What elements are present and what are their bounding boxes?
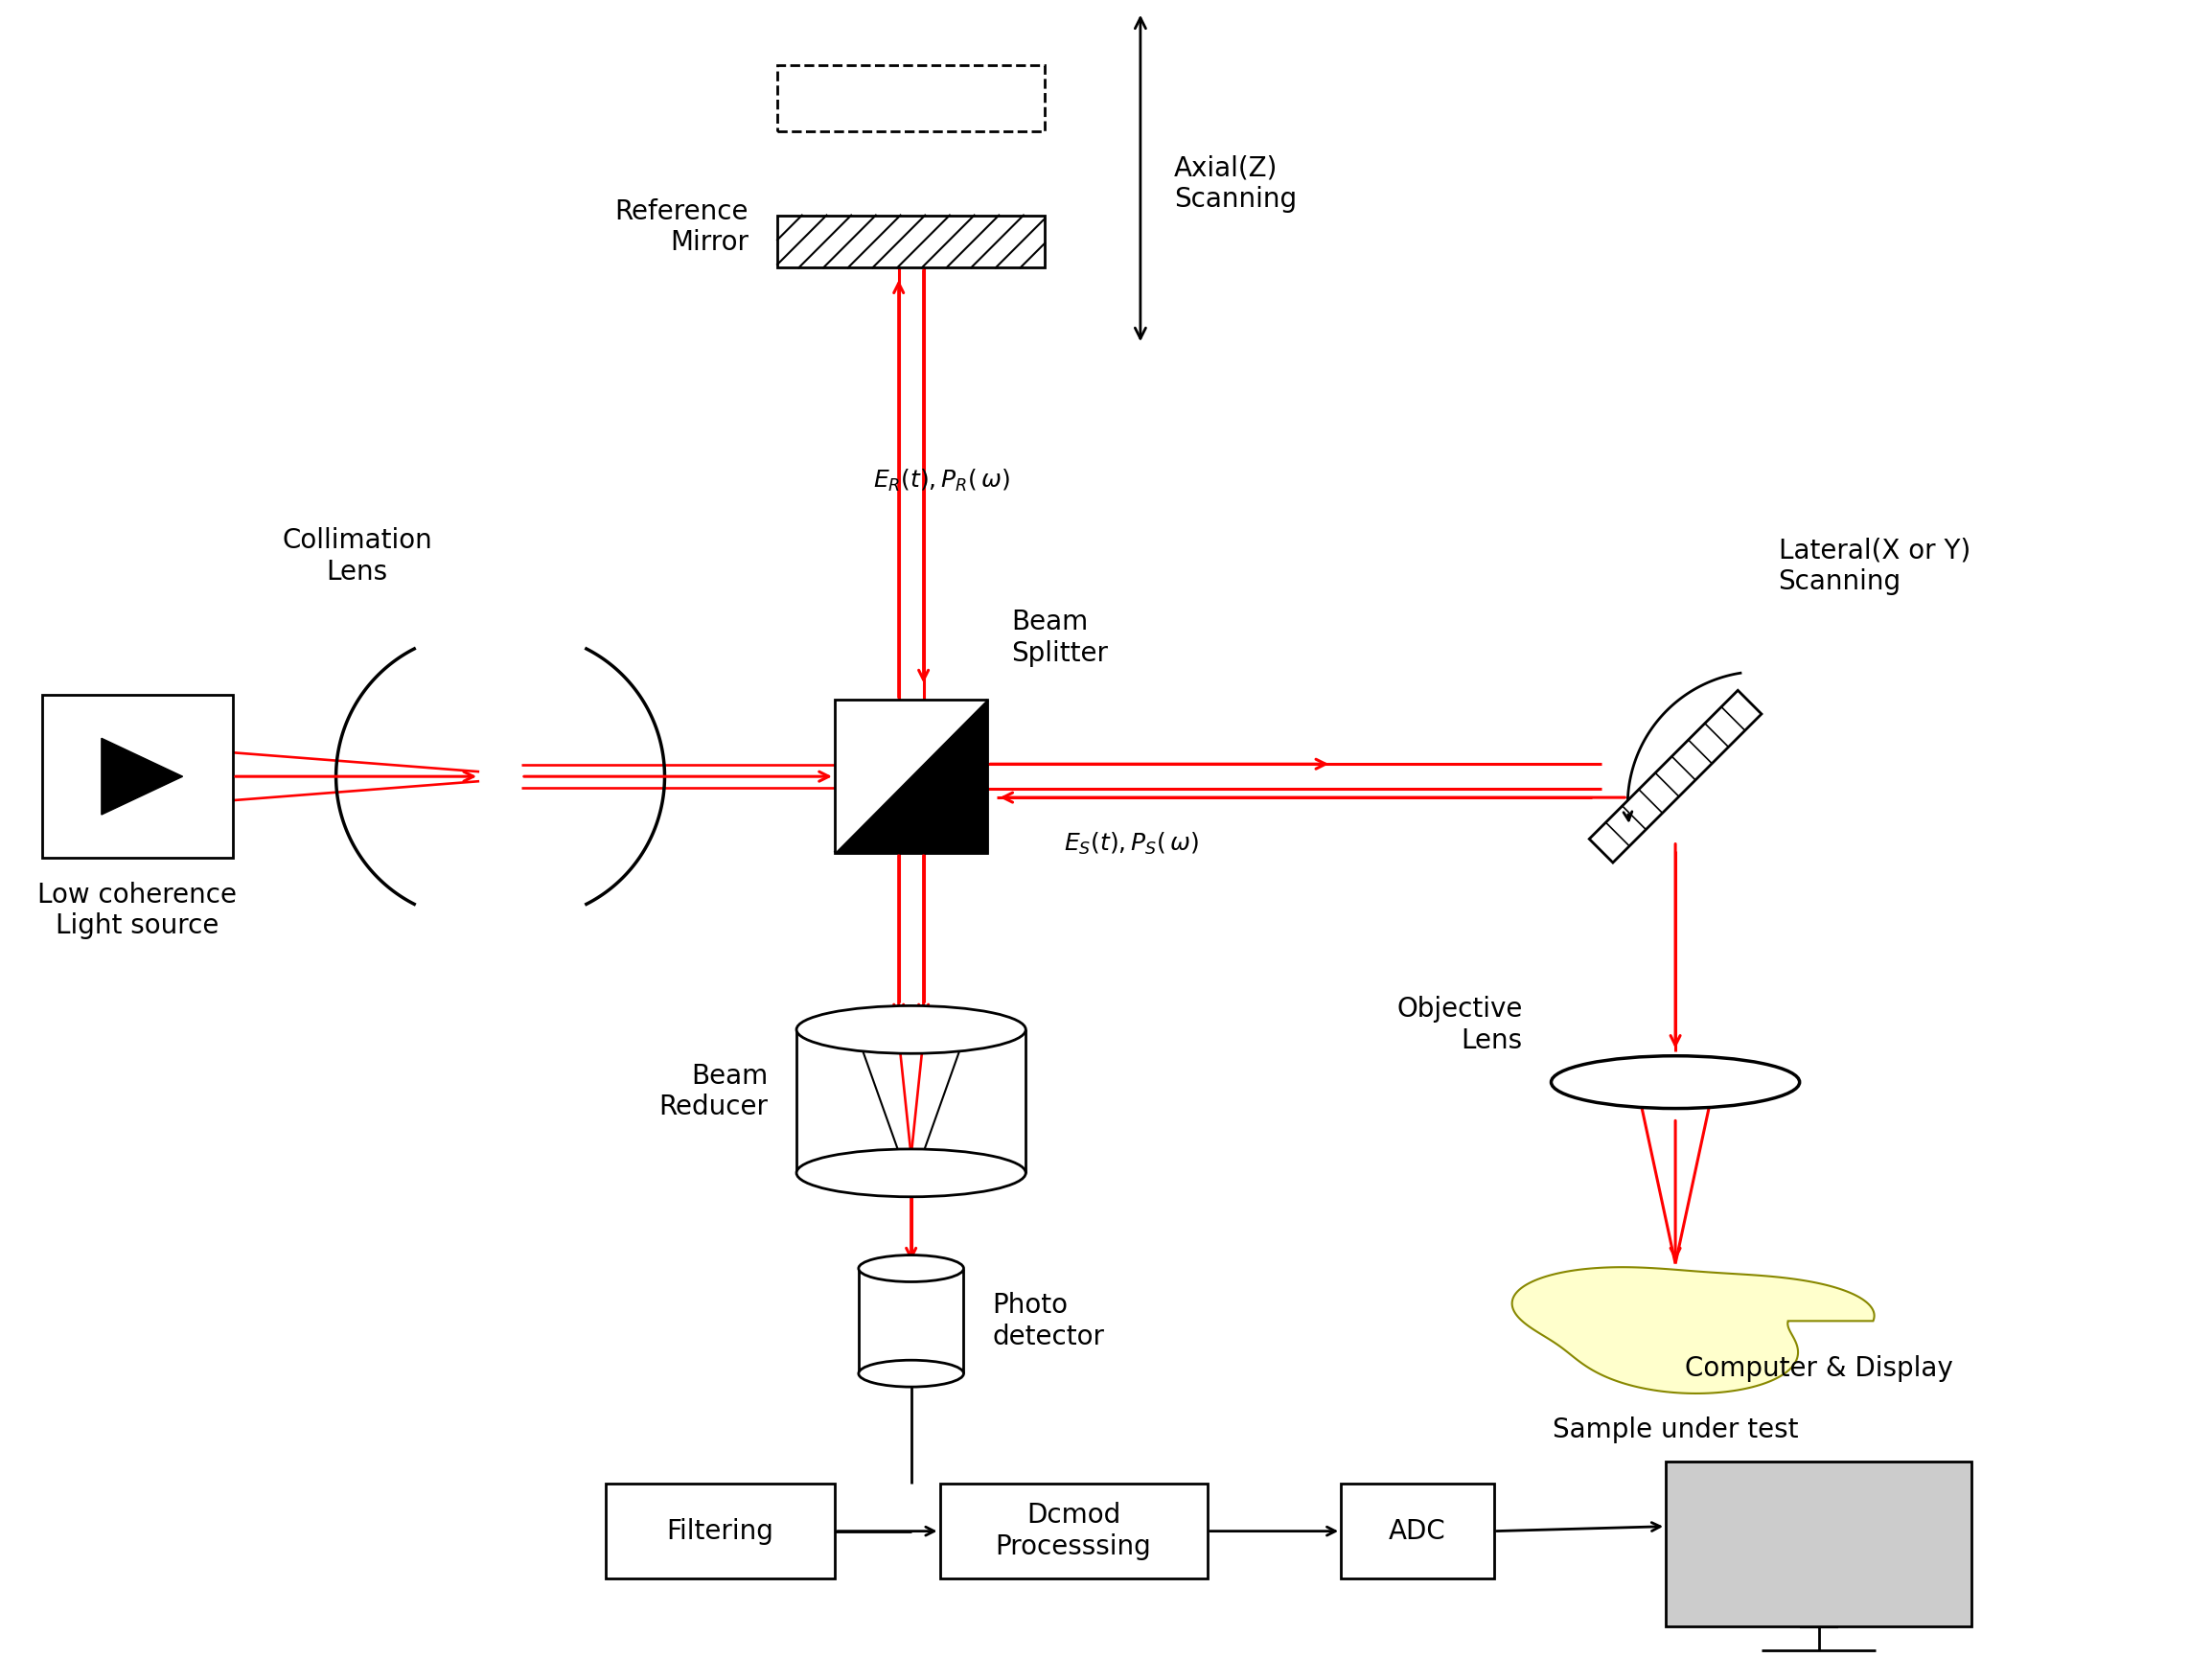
- Bar: [940, 1484, 1208, 1578]
- Bar: [606, 1484, 834, 1578]
- Text: Reference
Mirror: Reference Mirror: [615, 199, 748, 255]
- Text: Beam
Splitter: Beam Splitter: [1011, 608, 1108, 667]
- Text: $E_S(t),P_S(\,\omega)$: $E_S(t),P_S(\,\omega)$: [1064, 831, 1199, 857]
- Polygon shape: [1513, 1267, 1874, 1393]
- Text: Computer & Display: Computer & Display: [1686, 1355, 1953, 1381]
- Bar: [776, 65, 1044, 131]
- Text: Filtering: Filtering: [666, 1517, 774, 1545]
- Bar: [1666, 1462, 1971, 1626]
- Ellipse shape: [796, 1006, 1026, 1053]
- Polygon shape: [1588, 690, 1761, 862]
- Text: $E_R(t),P_R(\,\omega)$: $E_R(t),P_R(\,\omega)$: [874, 468, 1011, 494]
- Polygon shape: [102, 738, 184, 814]
- Text: Low coherence
Light source: Low coherence Light source: [38, 882, 237, 940]
- Bar: [834, 700, 987, 852]
- Text: Photo
detector: Photo detector: [993, 1292, 1104, 1350]
- Bar: [1340, 1484, 1493, 1578]
- Ellipse shape: [796, 1149, 1026, 1197]
- Bar: [42, 695, 232, 857]
- Text: ADC: ADC: [1389, 1517, 1447, 1545]
- Ellipse shape: [1551, 1056, 1801, 1109]
- Text: Axial(Z)
Scanning: Axial(Z) Scanning: [1175, 156, 1296, 214]
- Text: Beam
Reducer: Beam Reducer: [659, 1063, 768, 1121]
- Text: Sample under test: Sample under test: [1553, 1416, 1798, 1444]
- Ellipse shape: [858, 1360, 964, 1386]
- Ellipse shape: [858, 1255, 964, 1282]
- Text: Collimation
Lens: Collimation Lens: [281, 527, 431, 585]
- Bar: [776, 216, 1044, 267]
- Polygon shape: [834, 700, 987, 852]
- Text: Dcmod
Processsing: Dcmod Processsing: [995, 1502, 1152, 1560]
- Text: Lateral(X or Y)
Scanning: Lateral(X or Y) Scanning: [1778, 537, 1971, 595]
- Text: Objective
Lens: Objective Lens: [1396, 996, 1522, 1054]
